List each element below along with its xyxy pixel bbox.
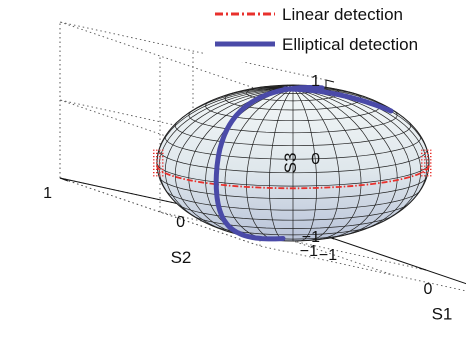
y-tick-mark bbox=[59, 177, 69, 182]
sphere-meridian-line bbox=[164, 88, 294, 225]
sphere-meridian-line bbox=[174, 88, 294, 234]
series-layer bbox=[153, 85, 433, 242]
sphere-surface bbox=[156, 84, 430, 242]
z-tick-label-mid: 0 bbox=[311, 151, 320, 168]
sphere-meridian-line bbox=[246, 88, 294, 241]
y-tick-label-bottom: −1 bbox=[300, 243, 318, 260]
elliptical-detection-path bbox=[213, 85, 325, 242]
z-tick-label-top: 1 bbox=[311, 73, 320, 90]
sphere-meridian-line bbox=[292, 88, 362, 241]
sphere-meridian-line bbox=[172, 88, 294, 127]
sphere-meridian-line bbox=[292, 88, 381, 239]
y-tick-label-mid: 0 bbox=[176, 214, 185, 231]
x-axis-line bbox=[325, 235, 466, 285]
sphere-meridian-line bbox=[292, 88, 340, 241]
sphere-meridian-line bbox=[224, 88, 294, 241]
grid-line bbox=[259, 245, 466, 292]
sphere-meridian-line bbox=[292, 88, 317, 242]
sphere-meridian-line bbox=[269, 88, 294, 242]
legend-box bbox=[205, 0, 466, 62]
sphere-meridian-line bbox=[156, 88, 294, 168]
linear-detection-path bbox=[156, 165, 430, 190]
z-tick-label-bottom: −1 bbox=[302, 229, 320, 246]
elliptical-detection-path-back bbox=[282, 86, 394, 114]
grid-line bbox=[59, 21, 327, 81]
legend-label-elliptical: Elliptical detection bbox=[282, 35, 418, 54]
legend: Linear detection Elliptical detection bbox=[205, 0, 466, 62]
z-tick-mark bbox=[325, 79, 335, 83]
x-tick-label-left: −1 bbox=[319, 247, 337, 264]
x-tick-label-mid: 0 bbox=[424, 281, 433, 298]
sphere-meridian-line bbox=[208, 87, 294, 103]
grid-line bbox=[59, 21, 261, 91]
sphere-meridian-line bbox=[292, 88, 398, 237]
z-axis-label: S3 bbox=[281, 153, 300, 174]
x-axis-label: S1 bbox=[432, 304, 453, 323]
sphere-meridian-line bbox=[158, 88, 294, 204]
sphere-meridian-line bbox=[292, 88, 412, 234]
y-tick-label-top: 1 bbox=[43, 185, 52, 202]
grid-line bbox=[192, 206, 394, 276]
legend-label-linear: Linear detection bbox=[282, 5, 403, 24]
tick-labels: 1 0 −1 1 0 −1 −1 0 1 bbox=[43, 73, 433, 298]
y-axis-label: S2 bbox=[171, 248, 192, 267]
x-tick-mark bbox=[418, 267, 427, 271]
grid-line bbox=[59, 177, 261, 247]
